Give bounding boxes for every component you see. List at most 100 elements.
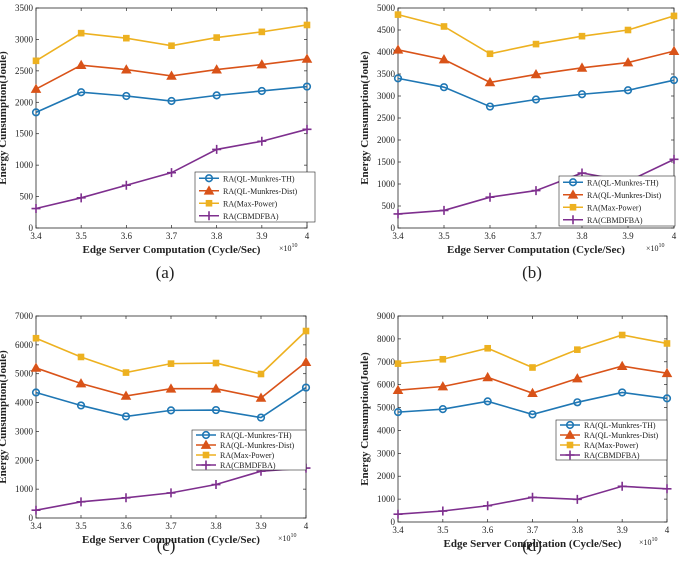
- data-point: [578, 32, 586, 40]
- y-tick-label: 5000: [377, 403, 396, 413]
- series-line: [397, 77, 675, 108]
- y-tick-label: 4000: [15, 398, 34, 408]
- x-exponent-power: 10: [652, 537, 658, 543]
- legend-entry: RA(Max-Power): [223, 199, 278, 208]
- x-tick-label: 3.6: [120, 521, 132, 531]
- y-tick-label: 6000: [377, 380, 396, 390]
- y-tick-label: 1500: [377, 157, 396, 167]
- data-point: [617, 481, 627, 491]
- series-max-power: [394, 331, 671, 371]
- x-tick-label: 4: [665, 525, 670, 535]
- y-tick-label: 8000: [377, 334, 396, 344]
- x-tick-label: 3.9: [622, 231, 634, 241]
- series-line: [397, 391, 668, 416]
- y-tick-label: 7000: [377, 357, 396, 367]
- data-point: [392, 384, 404, 395]
- series-line: [35, 386, 307, 419]
- data-point: [211, 480, 221, 490]
- x-exponent-label: ×1010: [646, 243, 665, 253]
- data-point: [75, 378, 87, 388]
- x-tick-label: 3.8: [576, 231, 588, 241]
- data-point: [438, 405, 447, 414]
- data-point: [662, 484, 672, 494]
- legend-entry: RA(CBMDFBA): [223, 212, 279, 221]
- x-axis-label: Edge Server Computation (Cycle/Sec): [447, 244, 625, 256]
- data-point: [257, 136, 267, 146]
- data-point: [663, 340, 671, 347]
- x-tick-label: 3.8: [210, 521, 222, 531]
- data-point: [618, 388, 627, 397]
- data-point: [393, 209, 403, 219]
- y-tick-label: 1000: [15, 484, 34, 494]
- panel-caption: (a): [156, 263, 175, 282]
- data-point: [531, 186, 541, 196]
- data-point: [437, 381, 449, 391]
- data-point: [438, 506, 448, 516]
- y-axis-label: Energy Cunsumption(Joule): [0, 350, 9, 484]
- data-point: [624, 26, 632, 34]
- data-point: [438, 54, 450, 64]
- data-point: [122, 91, 131, 101]
- data-point: [669, 154, 679, 164]
- data-point: [574, 346, 581, 353]
- x-tick-label: 3.5: [438, 231, 450, 241]
- data-point: [123, 34, 130, 42]
- legend-swatch-marker: [204, 174, 214, 183]
- x-tick-label: 3.6: [484, 231, 496, 241]
- x-exponent-power: 10: [291, 533, 297, 539]
- legend-entry: RA(QL-Munkres-Dist): [220, 441, 295, 450]
- x-exponent-label: ×1010: [278, 533, 297, 543]
- data-point: [302, 327, 310, 335]
- data-point: [439, 205, 449, 215]
- legend-entry: RA(QL-Munkres-Dist): [587, 191, 662, 200]
- series-ql-munkres-th: [31, 383, 311, 422]
- series-ql-munkres-dist: [392, 360, 673, 397]
- data-point: [32, 334, 40, 342]
- x-tick-label: 4: [304, 521, 309, 531]
- y-tick-label: 0: [391, 223, 396, 233]
- y-tick-label: 3000: [15, 34, 34, 44]
- data-point: [531, 95, 541, 104]
- x-exponent-base: ×10: [646, 244, 659, 253]
- data-point: [618, 331, 626, 339]
- data-point: [572, 494, 582, 504]
- x-tick-label: 3.6: [121, 231, 133, 241]
- legend-swatch-marker: [566, 441, 574, 449]
- legend-box: [194, 171, 316, 223]
- data-point: [210, 383, 222, 393]
- data-point: [121, 412, 131, 421]
- data-point: [212, 91, 221, 100]
- data-point: [302, 124, 312, 134]
- data-point: [167, 168, 176, 178]
- data-point: [168, 42, 175, 50]
- x-tick-label: 3.8: [211, 231, 223, 241]
- data-point: [166, 406, 176, 415]
- data-point: [623, 86, 633, 95]
- data-point: [257, 86, 266, 96]
- legend-swatch-marker: [564, 429, 576, 439]
- series-ql-munkres-th: [31, 82, 312, 117]
- x-tick-label: 3.4: [30, 521, 42, 531]
- data-point: [439, 355, 447, 363]
- x-tick-label: 3.9: [255, 521, 267, 531]
- y-tick-label: 3500: [15, 3, 34, 13]
- chart-panel-2: 0 500 1000 1500 2000 2500 3000 3500 4000 4500 5000…: [359, 3, 680, 282]
- data-point: [529, 364, 536, 371]
- x-exponent-base: ×10: [278, 534, 291, 543]
- legend-swatch-marker: [203, 185, 215, 195]
- legend-swatch-marker: [568, 178, 578, 187]
- data-point: [121, 64, 132, 74]
- legend-box: [555, 419, 668, 461]
- data-point: [394, 11, 402, 18]
- panel-caption: (d): [522, 536, 542, 555]
- x-tick-label: 3.4: [392, 525, 404, 535]
- data-point: [211, 405, 221, 415]
- data-point: [485, 192, 495, 202]
- data-point: [530, 69, 542, 79]
- legend-swatch-marker: [200, 439, 212, 449]
- x-exponent-power: 10: [659, 243, 665, 249]
- panel-caption: (c): [157, 536, 176, 555]
- legend-swatch-marker: [204, 211, 214, 221]
- data-point: [166, 488, 176, 498]
